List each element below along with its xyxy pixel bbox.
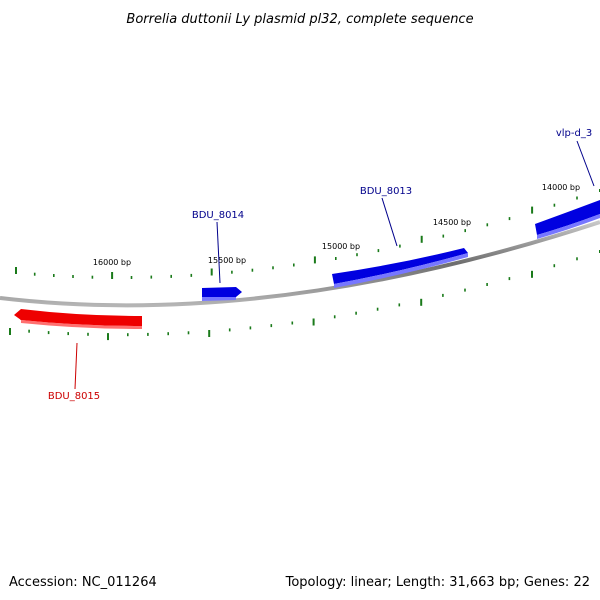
major-tick <box>531 207 533 214</box>
minor-tick <box>127 333 129 336</box>
plasmid-map: Borrelia duttonii Ly plasmid pl32, compl… <box>0 0 600 600</box>
minor-tick <box>509 217 511 220</box>
minor-tick <box>167 332 169 335</box>
summary-text: Topology: linear; Length: 31,663 bp; Gen… <box>285 575 590 590</box>
minor-tick <box>48 331 50 334</box>
minor-tick <box>443 235 445 238</box>
tick-label-16000: 16000 bp <box>93 258 131 267</box>
minor-tick <box>576 257 578 260</box>
major-tick <box>111 272 113 279</box>
minor-tick <box>464 229 466 232</box>
minor-tick <box>399 303 401 306</box>
minor-tick <box>292 322 294 325</box>
accession-text: Accession: NC_011264 <box>9 575 157 590</box>
minor-tick <box>486 283 488 286</box>
minor-tick <box>464 289 466 292</box>
gene-label-bdu-8015: BDU_8015 <box>48 391 100 402</box>
minor-tick <box>442 294 444 297</box>
minor-tick <box>229 328 231 331</box>
major-tick <box>421 236 423 243</box>
minor-tick <box>28 330 30 333</box>
major-tick <box>531 271 533 278</box>
gene-bdu-8015-leader <box>75 343 77 389</box>
minor-tick <box>377 308 379 311</box>
minor-tick <box>191 274 193 277</box>
gene-label-vlp-d-3: vlp-d_3 <box>556 128 592 139</box>
minor-tick <box>151 276 153 279</box>
minor-tick <box>147 333 149 336</box>
tick-label-14000: 14000 bp <box>542 183 580 192</box>
minor-tick <box>293 264 295 267</box>
backbone-arc <box>0 222 600 305</box>
minor-tick <box>53 274 55 277</box>
gene-label-bdu-8013: BDU_8013 <box>360 186 412 197</box>
minor-tick <box>231 271 233 274</box>
minor-tick <box>34 273 36 276</box>
minor-tick <box>188 331 190 334</box>
minor-tick <box>554 204 556 207</box>
major-tick <box>9 328 11 335</box>
map-title: Borrelia duttonii Ly plasmid pl32, compl… <box>126 12 473 27</box>
minor-tick <box>335 257 337 260</box>
minor-tick <box>250 326 252 329</box>
minor-tick <box>576 197 578 200</box>
minor-tick <box>399 245 401 248</box>
minor-tick <box>509 277 511 280</box>
minor-tick <box>272 266 274 269</box>
gene-label-bdu-8014: BDU_8014 <box>192 210 244 221</box>
tick-label-15500: 15500 bp <box>208 256 246 265</box>
minor-tick <box>92 276 94 279</box>
gene-bdu-8015[interactable] <box>14 309 142 329</box>
minor-tick <box>170 275 172 278</box>
gene-vlp-d-3-leader <box>577 141 594 186</box>
minor-tick <box>378 249 380 252</box>
gene-bdu-8013-leader <box>382 198 397 246</box>
minor-tick <box>67 332 69 335</box>
minor-tick <box>487 223 489 226</box>
minor-tick <box>554 264 556 267</box>
minor-tick <box>356 253 358 256</box>
minor-tick <box>271 324 273 327</box>
major-tick <box>15 267 17 274</box>
tick-label-15000: 15000 bp <box>322 242 360 251</box>
tick-label-14500: 14500 bp <box>433 218 471 227</box>
minor-tick <box>252 269 254 272</box>
major-tick <box>208 330 210 337</box>
major-tick <box>107 333 109 340</box>
minor-tick <box>87 333 89 336</box>
minor-tick <box>355 312 357 315</box>
minor-tick <box>72 275 74 278</box>
gene-bdu-8013[interactable] <box>332 248 468 288</box>
major-tick <box>313 319 315 326</box>
major-tick <box>314 256 316 263</box>
gene-bdu-8014[interactable] <box>202 287 242 301</box>
gene-bdu-8014-leader <box>217 222 220 283</box>
major-tick <box>211 269 213 276</box>
minor-tick <box>131 276 133 279</box>
minor-tick <box>334 315 336 318</box>
major-tick <box>420 299 422 306</box>
